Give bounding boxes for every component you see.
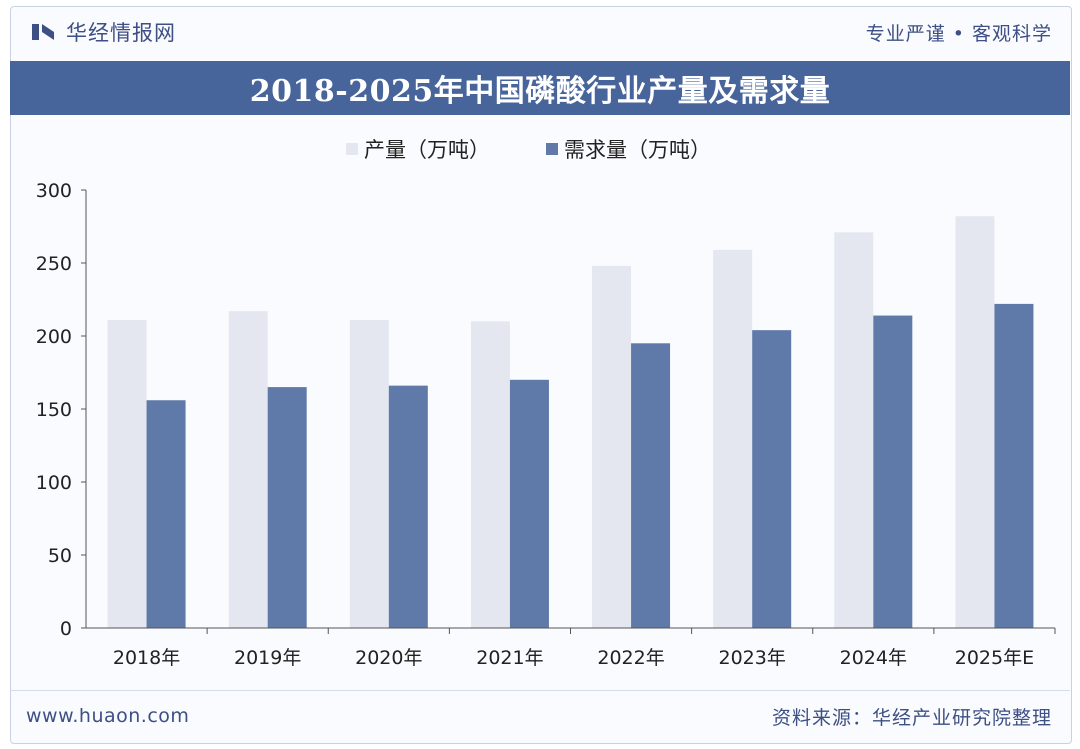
brand-logo-icon [32, 24, 54, 40]
bar-demand-2020年 [388, 385, 428, 628]
x-tick-label: 2024年 [840, 647, 907, 669]
bar-demand-2022年 [631, 343, 671, 628]
x-tick-label: 2025年E [955, 647, 1034, 669]
legend-label-1: 产量（万吨） [364, 138, 490, 162]
chart: 产量（万吨） 需求量（万吨） 0 50 100 150 200 250 300 2018年 2019… [36, 138, 1056, 669]
y-tick-label: 150 [36, 399, 72, 421]
header: 华经情报网 专业严谨 • 客观科学 [10, 6, 1070, 58]
x-tick-label: 2021年 [476, 647, 543, 669]
x-tick-label: 2019年 [234, 647, 301, 669]
title-bar: 2018-2025年中国磷酸行业产量及需求量 [10, 61, 1070, 115]
bar-production-2024年 [834, 232, 874, 628]
bar-demand-2024年 [873, 315, 913, 628]
bar-production-2019年 [228, 311, 268, 628]
site-url: www.huaon.com [26, 705, 190, 727]
bar-production-2021年 [470, 321, 510, 628]
y-tick-label: 50 [48, 545, 72, 567]
legend-swatch-2 [546, 143, 558, 155]
bar-production-2025年E [955, 216, 995, 628]
bar-demand-2021年 [509, 379, 549, 628]
x-tick-label: 2018年 [113, 647, 180, 669]
legend-label-2: 需求量（万吨） [564, 138, 711, 162]
y-tick-label: 300 [36, 180, 72, 202]
bar-demand-2025年E [994, 303, 1034, 628]
tagline: 专业严谨 • 客观科学 [865, 22, 1052, 45]
footer: www.huaon.com 资料来源：华经产业研究院整理 [10, 690, 1070, 741]
bar-demand-2019年 [267, 387, 307, 628]
y-tick-label: 100 [36, 472, 72, 494]
bar-demand-2018年 [146, 400, 186, 628]
y-tick-label: 0 [60, 618, 72, 640]
x-tick-label: 2023年 [719, 647, 786, 669]
bar-demand-2023年 [752, 330, 792, 628]
bar-production-2020年 [349, 319, 389, 628]
legend-swatch-1 [346, 143, 358, 155]
bar-production-2018年 [107, 319, 147, 628]
bar-production-2023年 [713, 249, 753, 629]
y-tick-label: 200 [36, 326, 72, 348]
brand: 华经情报网 [32, 17, 176, 47]
x-tick-label: 2020年 [355, 647, 422, 669]
x-tick-label: 2022年 [597, 647, 664, 669]
chart-title: 2018-2025年中国磷酸行业产量及需求量 [249, 74, 831, 109]
brand-name: 华经情报网 [66, 21, 176, 45]
source-note: 资料来源：华经产业研究院整理 [771, 706, 1052, 729]
y-tick-label: 250 [36, 253, 72, 275]
bar-production-2022年 [592, 265, 632, 628]
